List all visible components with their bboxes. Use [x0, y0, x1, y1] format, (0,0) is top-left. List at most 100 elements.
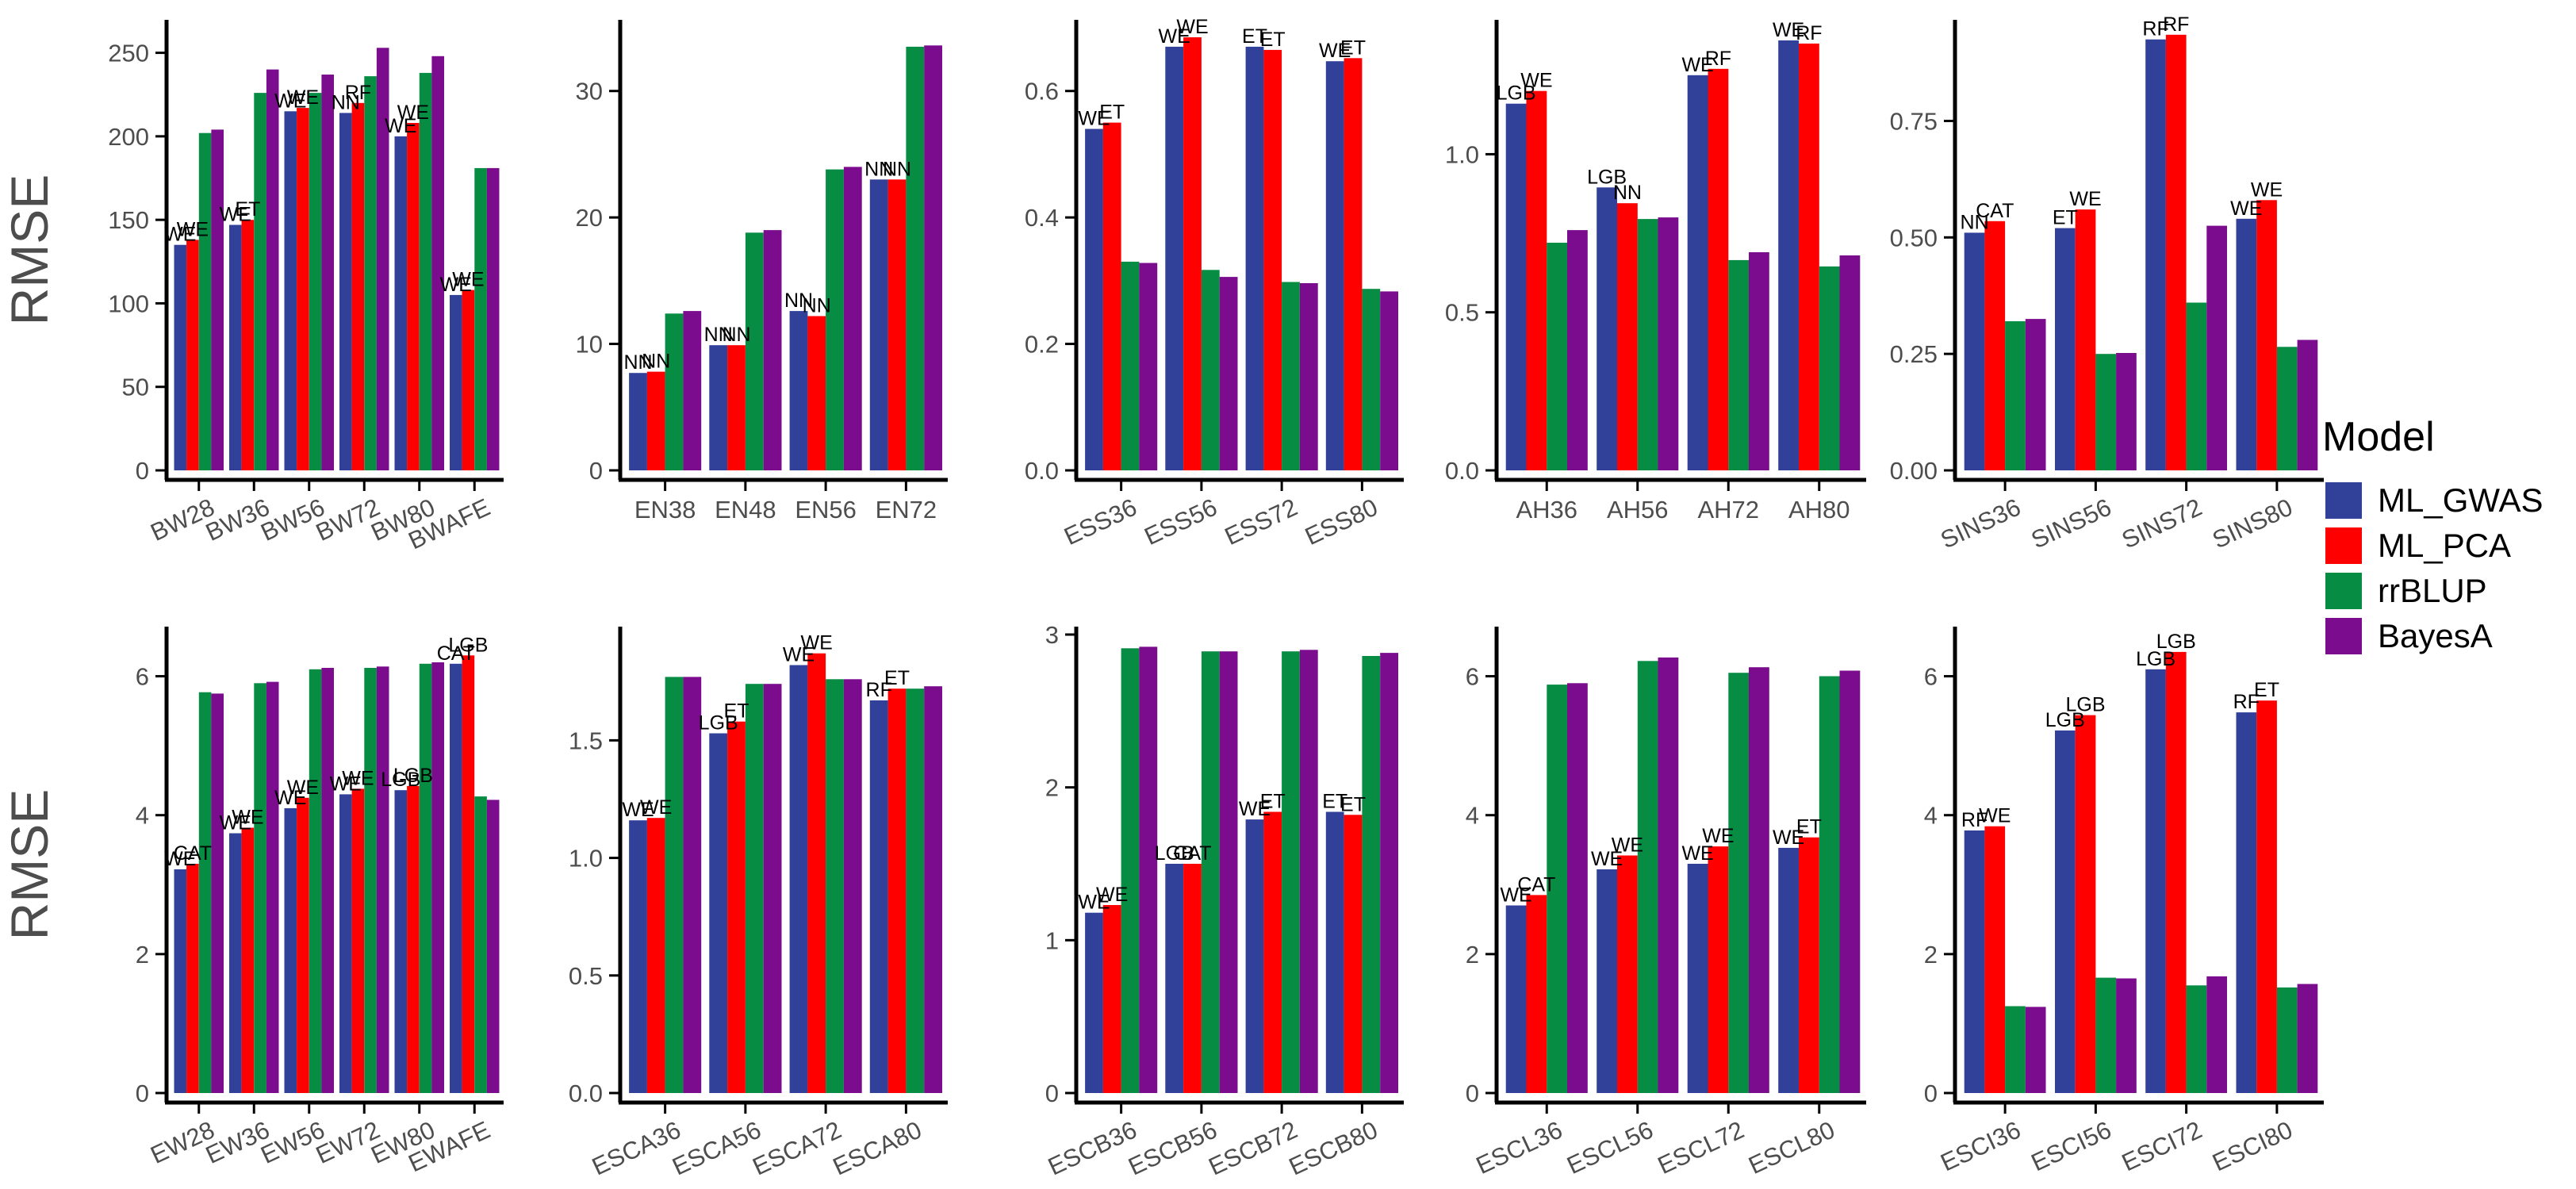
bar-rrblup-ew28	[198, 692, 212, 1093]
bar-bayesa-sins72	[2206, 225, 2227, 470]
bar-annotation: WE	[274, 787, 306, 809]
bar-ml-gwas-bw56	[284, 111, 297, 471]
bar-ml-gwas-escl56	[1597, 869, 1617, 1093]
bar-annotation: LGB	[1497, 82, 1536, 105]
y-tick-label: 0.25	[1890, 340, 1938, 368]
bar-bayesa-ewafe	[486, 800, 500, 1093]
bar-ml-gwas-esci72	[2145, 669, 2166, 1093]
bar-annotation: WE	[1176, 16, 1208, 38]
bar-bayesa-bw28	[211, 129, 224, 470]
x-tick-label: AH56	[1607, 496, 1669, 524]
bar-rrblup-bw28	[198, 132, 212, 470]
bar-bayesa-ew56	[321, 668, 334, 1093]
x-tick-label: ESCI72	[2118, 1116, 2206, 1177]
bar-ml-gwas-sins36	[1964, 232, 1985, 470]
bar-annotation: CAT	[1976, 200, 2014, 222]
x-tick-label: ESCI80	[2208, 1116, 2297, 1177]
bar-ml-pca-bw72	[351, 102, 365, 471]
bar-annotation: WE	[452, 269, 484, 291]
bar-annotation: WE	[274, 90, 306, 112]
bar-rrblup-esci72	[2186, 985, 2207, 1093]
bar-bayesa-ess36	[1139, 263, 1158, 470]
bar-annotation: WE	[622, 799, 654, 821]
bar-bayesa-esca80	[924, 686, 942, 1093]
bar-ml-pca-esca80	[887, 688, 907, 1093]
bar-annotation: ET	[1322, 791, 1347, 813]
bar-annotation: WE	[801, 632, 833, 654]
bar-rrblup-ess56	[1201, 270, 1220, 470]
bar-rrblup-escl72	[1728, 673, 1750, 1093]
bar-ml-gwas-esca80	[869, 700, 888, 1093]
bar-ml-gwas-en38	[629, 373, 647, 470]
bar-ml-pca-ah80	[1799, 43, 1819, 470]
x-tick-label: EN56	[795, 496, 857, 524]
y-tick-label: 250	[108, 40, 149, 67]
bar-ml-pca-esca56	[727, 721, 746, 1093]
x-tick-label: ESCA36	[588, 1116, 685, 1181]
x-tick-label: EN48	[715, 496, 776, 524]
bar-annotation: WE	[1702, 825, 1734, 847]
y-tick-label: 6	[136, 663, 149, 691]
bar-annotation: NN	[1613, 182, 1642, 204]
y-tick-label: 100	[108, 290, 149, 317]
bar-annotation: WE	[1078, 108, 1110, 130]
x-tick-label: ESCL36	[1472, 1116, 1566, 1180]
y-tick-label: 0	[1924, 1080, 1938, 1107]
y-tick-label: 30	[576, 78, 603, 105]
bar-rrblup-esca72	[826, 679, 844, 1093]
bar-annotation: NN	[803, 295, 831, 317]
bar-ml-gwas-ah36	[1505, 103, 1527, 470]
bar-ml-gwas-ah80	[1778, 40, 1799, 470]
bar-bayesa-esci80	[2297, 984, 2318, 1093]
bar-ml-gwas-sins80	[2236, 218, 2257, 470]
bar-rrblup-ah80	[1819, 266, 1840, 470]
bar-annotation: WE	[1520, 70, 1552, 92]
bar-annotation: LGB	[1155, 842, 1194, 865]
bar-annotation: CAT	[437, 642, 475, 665]
x-tick-label: EN72	[876, 496, 937, 524]
y-tick-label: 150	[108, 206, 149, 234]
bar-ml-pca-sins56	[2075, 209, 2096, 470]
x-tick-label: SINS72	[2118, 493, 2206, 554]
bar-annotation: WE	[1591, 848, 1623, 870]
bar-annotation: CAT	[1173, 842, 1211, 865]
bar-annotation: LGB	[2045, 709, 2085, 731]
bar-annotation: WE	[342, 767, 374, 789]
bar-bayesa-ah36	[1567, 230, 1588, 470]
bar-rrblup-ewafe	[474, 796, 487, 1093]
bar-ml-gwas-bwafe	[450, 294, 462, 470]
bar-ml-pca-ess36	[1102, 122, 1121, 470]
bar-annotation: NN	[332, 91, 360, 113]
legend-label: rrBLUP	[2378, 572, 2487, 609]
bar-rrblup-en38	[665, 313, 684, 470]
y-tick-label: 4	[1466, 802, 1479, 830]
bar-annotation: LGB	[1587, 166, 1627, 188]
x-tick-label: EN38	[634, 496, 696, 524]
bar-bayesa-esci72	[2206, 976, 2227, 1093]
bar-ml-gwas-ew56	[284, 807, 297, 1093]
legend: Model ML_GWAS ML_PCA rrBLUP BayesA	[2322, 414, 2543, 654]
bar-rrblup-esci56	[2095, 977, 2117, 1093]
bar-ml-pca-esci56	[2075, 715, 2096, 1093]
legend-title: Model	[2322, 414, 2435, 460]
bar-annotation: WE	[2251, 178, 2283, 201]
x-tick-label: ESCB72	[1205, 1116, 1302, 1181]
x-tick-label: ESCB36	[1044, 1116, 1141, 1181]
bar-rrblup-ew36	[254, 683, 266, 1093]
bar-bayesa-ess72	[1299, 283, 1318, 470]
bar-rrblup-bw56	[309, 93, 322, 470]
bar-ml-gwas-ess72	[1245, 46, 1264, 470]
bar-bayesa-escb36	[1139, 646, 1158, 1093]
bar-ml-gwas-ess36	[1085, 128, 1103, 470]
bar-rrblup-ess80	[1362, 289, 1381, 470]
bar-annotation: WE	[640, 796, 672, 819]
bar-ml-pca-sins80	[2256, 200, 2277, 471]
bar-rrblup-ess72	[1282, 282, 1300, 470]
bar-ml-pca-escb36	[1102, 905, 1121, 1093]
bar-annotation: NN	[883, 158, 911, 180]
x-tick-label: ESS72	[1221, 493, 1301, 551]
bar-annotation: LGB	[2136, 648, 2175, 670]
bar-rrblup-ah72	[1728, 259, 1750, 470]
bar-bayesa-ess56	[1219, 277, 1238, 470]
